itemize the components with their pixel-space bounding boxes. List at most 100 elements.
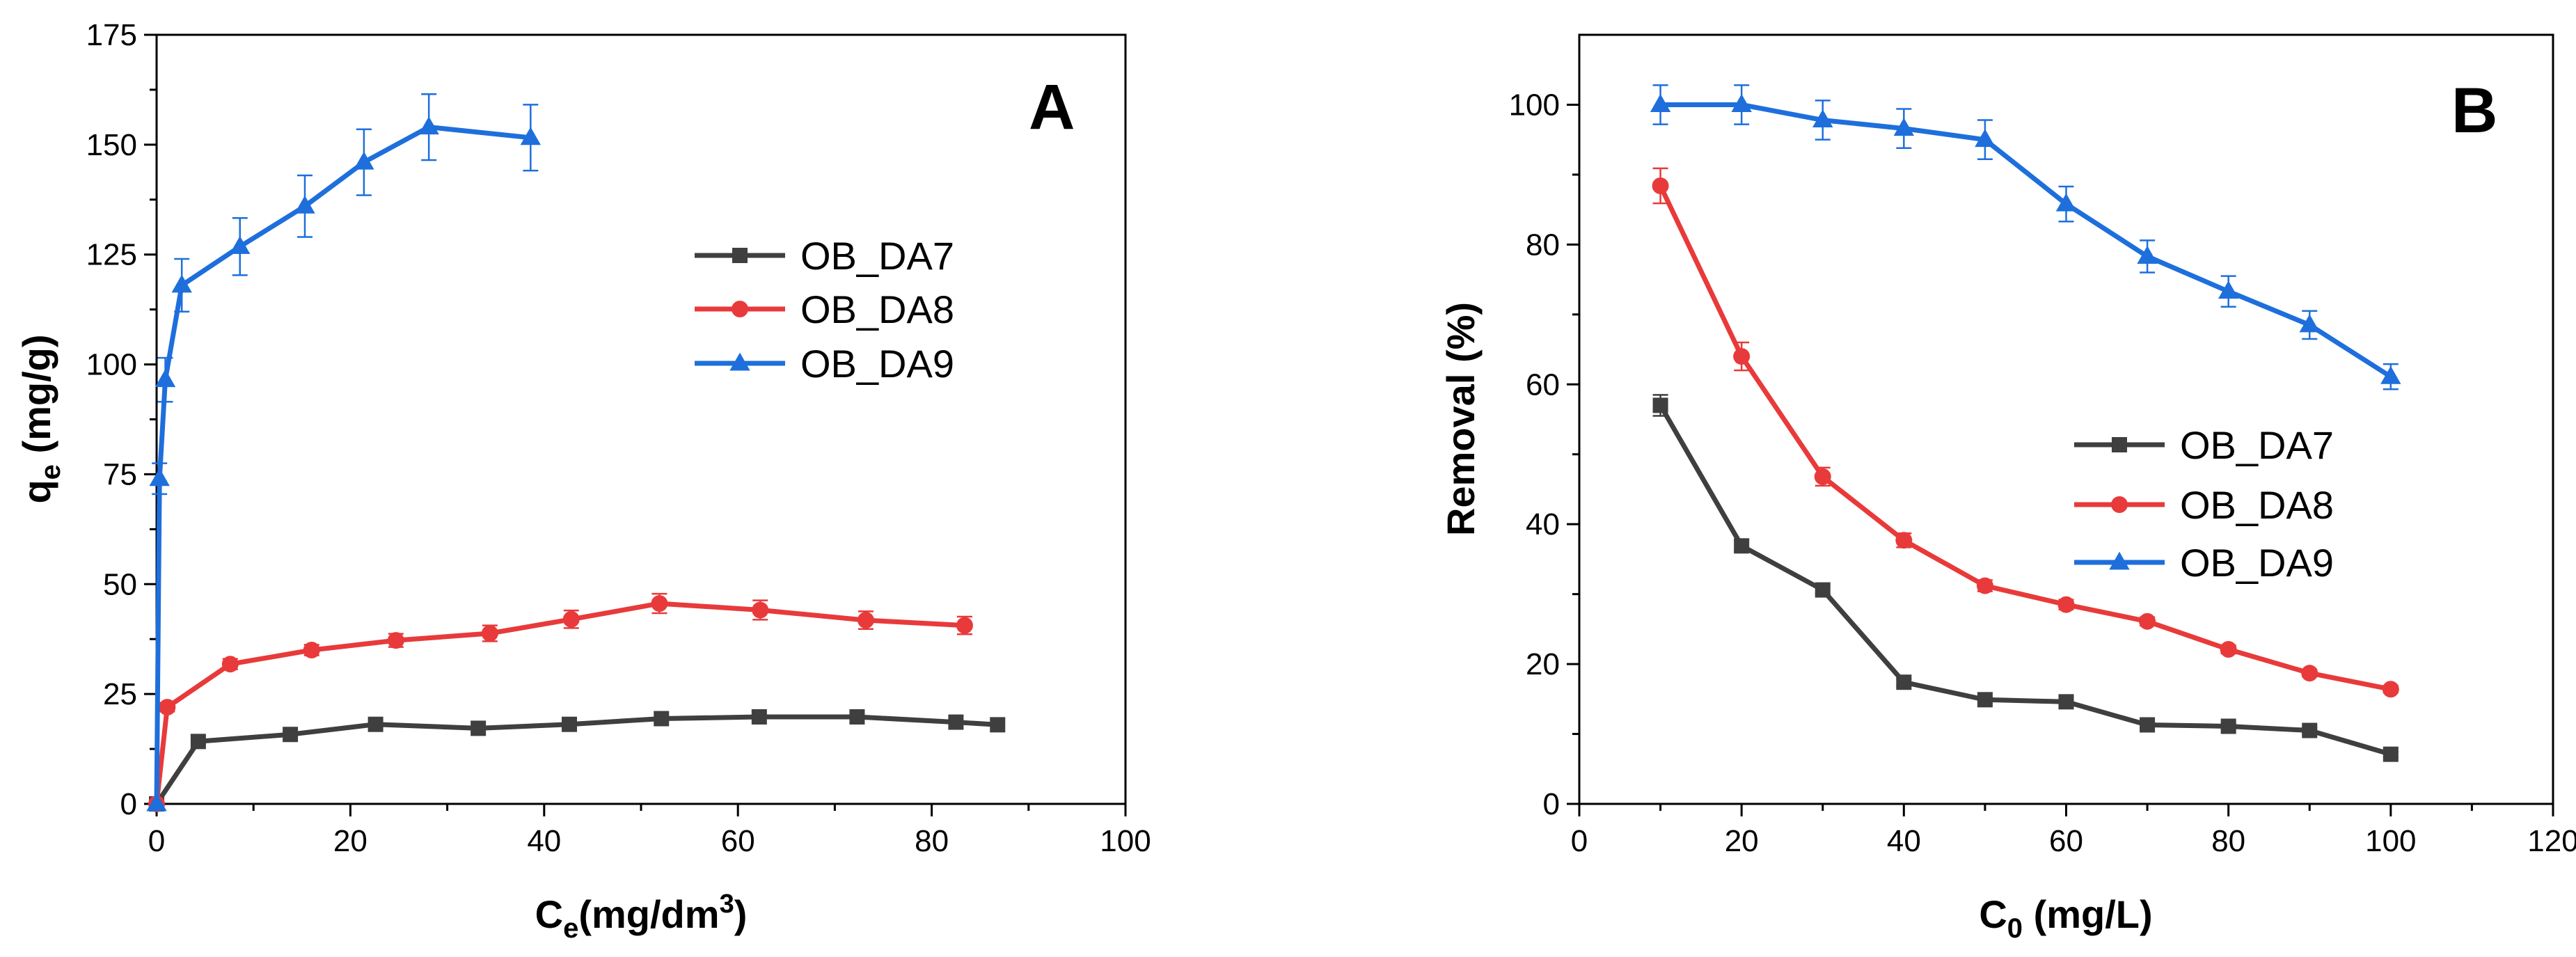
- panel-a-series-1-point-3: [303, 642, 320, 658]
- panel-b-y-axis-title: Removal (%): [1439, 302, 1483, 536]
- panel-a-x-tick-label-3: 60: [721, 824, 755, 858]
- panel-b-series-2-point-6: [2137, 246, 2158, 264]
- panel-b-series-0-point-8: [2302, 722, 2318, 738]
- panel-b-series-0-point-5: [2058, 694, 2074, 710]
- panel-b-series-1-point-2: [1814, 468, 1831, 485]
- panel-b-x-ticks: 0 20 40 60 80 100 120: [1571, 804, 2576, 858]
- panel-a-series-2-point-8: [520, 127, 542, 145]
- panel-a-series-2-point-2: [155, 369, 176, 388]
- panel-a-y-tick-label-5: 125: [86, 238, 137, 272]
- panel-a-series-line-2: [154, 125, 531, 805]
- panel-a-series-2-point-7: [418, 116, 439, 135]
- panel-b-series-1-point-1: [1733, 348, 1751, 365]
- panel-a-legend-marker-1: [732, 301, 748, 317]
- panel-a-y-axis-title: qe (mg/g): [15, 334, 66, 503]
- panel-a-series-1-point-10: [956, 617, 973, 634]
- panel-b-legend-marker-0: [2112, 437, 2127, 452]
- panel-a-series-0-point-7: [751, 709, 767, 725]
- panel-a-x-axis-title: Ce(mg/dm3): [535, 889, 748, 944]
- panel-a-xlabel-sup: 3: [720, 889, 734, 919]
- panel-b-series-1-point-0: [1652, 177, 1669, 194]
- panel-b-y-tick-label-5: 100: [1509, 88, 1560, 122]
- panel-a-legend-label-0: OB_DA7: [800, 234, 954, 278]
- panel-b-series-2-point-3: [1893, 118, 1915, 136]
- panel-a-legend-item-1: OB_DA8: [695, 287, 954, 331]
- panel-a-legend-item-2: OB_DA9: [695, 342, 954, 386]
- panel-a-y-tick-label-3: 75: [103, 457, 137, 491]
- panel-b-legend-marker-shape-1: [2111, 496, 2128, 513]
- panel-b-legend-item-0: OB_DA7: [2074, 423, 2334, 467]
- panel-a-series-2-point-6: [354, 151, 374, 170]
- panel-b-x-tick-label-6: 120: [2527, 824, 2576, 858]
- panel-b-series-0-point-3: [1896, 674, 1912, 690]
- panel-a-x-tick-label-0: 0: [148, 824, 165, 858]
- panel-b-series-2-point-4: [1975, 129, 1996, 148]
- panel-b-series-1-point-5: [2057, 596, 2075, 613]
- panel-a-y-tick-label-6: 150: [86, 128, 137, 162]
- panel-b-x-tick-label-0: 0: [1571, 824, 1588, 858]
- panel-b-xlabel-tail: (mg/L): [2023, 892, 2153, 936]
- panel-b-series-1-point-3: [1895, 532, 1913, 549]
- panel-b-series-1-point-9: [2382, 681, 2399, 698]
- panel-b-series-2-point-2: [1812, 109, 1833, 128]
- panel-b-legend-label-1: OB_DA8: [2180, 483, 2334, 527]
- panel-a-series-1-point-6: [562, 610, 580, 628]
- panel-a-xlabel-base: C: [535, 892, 563, 936]
- panel-b-series-0-point-0: [1652, 397, 1668, 413]
- panel-b-series-2-point-8: [2299, 314, 2320, 333]
- panel-b-series-1-point-6: [2139, 612, 2156, 630]
- panel-a-y-tick-label-0: 0: [120, 787, 137, 821]
- panel-b-legend-marker-1: [2111, 496, 2128, 513]
- panel-a-x-tick-label-4: 80: [915, 824, 949, 858]
- panel-b-series-0-point-2: [1815, 582, 1831, 598]
- panel-b-x-tick-label-1: 20: [1725, 824, 1759, 858]
- panel-a-series-0-point-9: [948, 714, 964, 730]
- panel-a-series-layer: [146, 93, 1006, 812]
- panel-b-series-2-point-1: [1731, 94, 1752, 112]
- panel-a-series-0-point-5: [561, 716, 577, 732]
- panel-b-xlabel-sub: 0: [2007, 913, 2023, 944]
- panel-b-legend-marker-shape-2: [2109, 551, 2130, 570]
- panel-b-series-layer: [1650, 84, 2401, 762]
- panel-b-series-1-point-4: [1976, 577, 1993, 594]
- panel-b-series-0-point-7: [2220, 718, 2236, 734]
- panel-a-series-2-point-0: [146, 793, 167, 812]
- panel-a-x-tick-label-5: 100: [1100, 824, 1151, 858]
- panel-b-y-tick-label-2: 40: [1526, 507, 1560, 541]
- panel-b-legend-item-2: OB_DA9: [2074, 541, 2334, 585]
- panel-b-y-ticks: 0 20 40 60 80 100: [1509, 88, 1579, 821]
- panel-b-series-2-point-5: [2055, 193, 2077, 212]
- panel-a-series-1-point-1: [159, 699, 176, 716]
- panel-b-series-2-point-7: [2218, 280, 2239, 299]
- panel-b-legend-label-0: OB_DA7: [2180, 423, 2334, 467]
- panel-a-xlabel-close: ): [734, 892, 748, 936]
- panel-b-series-2-point-0: [1650, 94, 1671, 112]
- panel-a-legend-marker-shape-1: [732, 301, 748, 317]
- panel-a-series-2-point-1: [149, 468, 170, 487]
- panel-b-series-line-2: [1660, 102, 2392, 379]
- panel-a-legend-marker-2: [729, 352, 750, 371]
- panel-b-legend: OB_DA7 OB_DA8 OB_DA9: [2074, 423, 2334, 585]
- panel-a-series-line-1: [154, 601, 965, 805]
- panel-a-y-tick-label-4: 100: [86, 348, 137, 382]
- panel-a-y-tick-label-7: 175: [86, 18, 137, 52]
- panel-a-legend-label-1: OB_DA8: [800, 287, 954, 331]
- panel-b-x-axis-title: C0 (mg/L): [1979, 892, 2152, 944]
- panel-b-series-line-1: [1658, 184, 2392, 692]
- panel-a-legend-marker-shape-2: [729, 352, 750, 371]
- panel-a-legend: OB_DA7 OB_DA8 OB_DA9: [695, 234, 954, 386]
- panel-b-x-tick-label-3: 60: [2049, 824, 2083, 858]
- panel-a-ylabel-base: q: [15, 480, 58, 503]
- panel-a-series-0-point-2: [283, 727, 299, 743]
- panel-a-series-2-point-4: [230, 235, 251, 254]
- panel-b-x-tick-label-5: 100: [2365, 824, 2416, 858]
- panel-b-series-2-point-9: [2380, 365, 2401, 384]
- panel-b-series-0-point-6: [2140, 717, 2156, 733]
- panel-a-xlabel-tail: (mg/dm: [578, 892, 719, 936]
- panel-a-legend-item-0: OB_DA7: [695, 234, 954, 278]
- panel-b-series-0-point-4: [1977, 692, 1993, 708]
- panel-b-legend-marker-2: [2109, 551, 2130, 570]
